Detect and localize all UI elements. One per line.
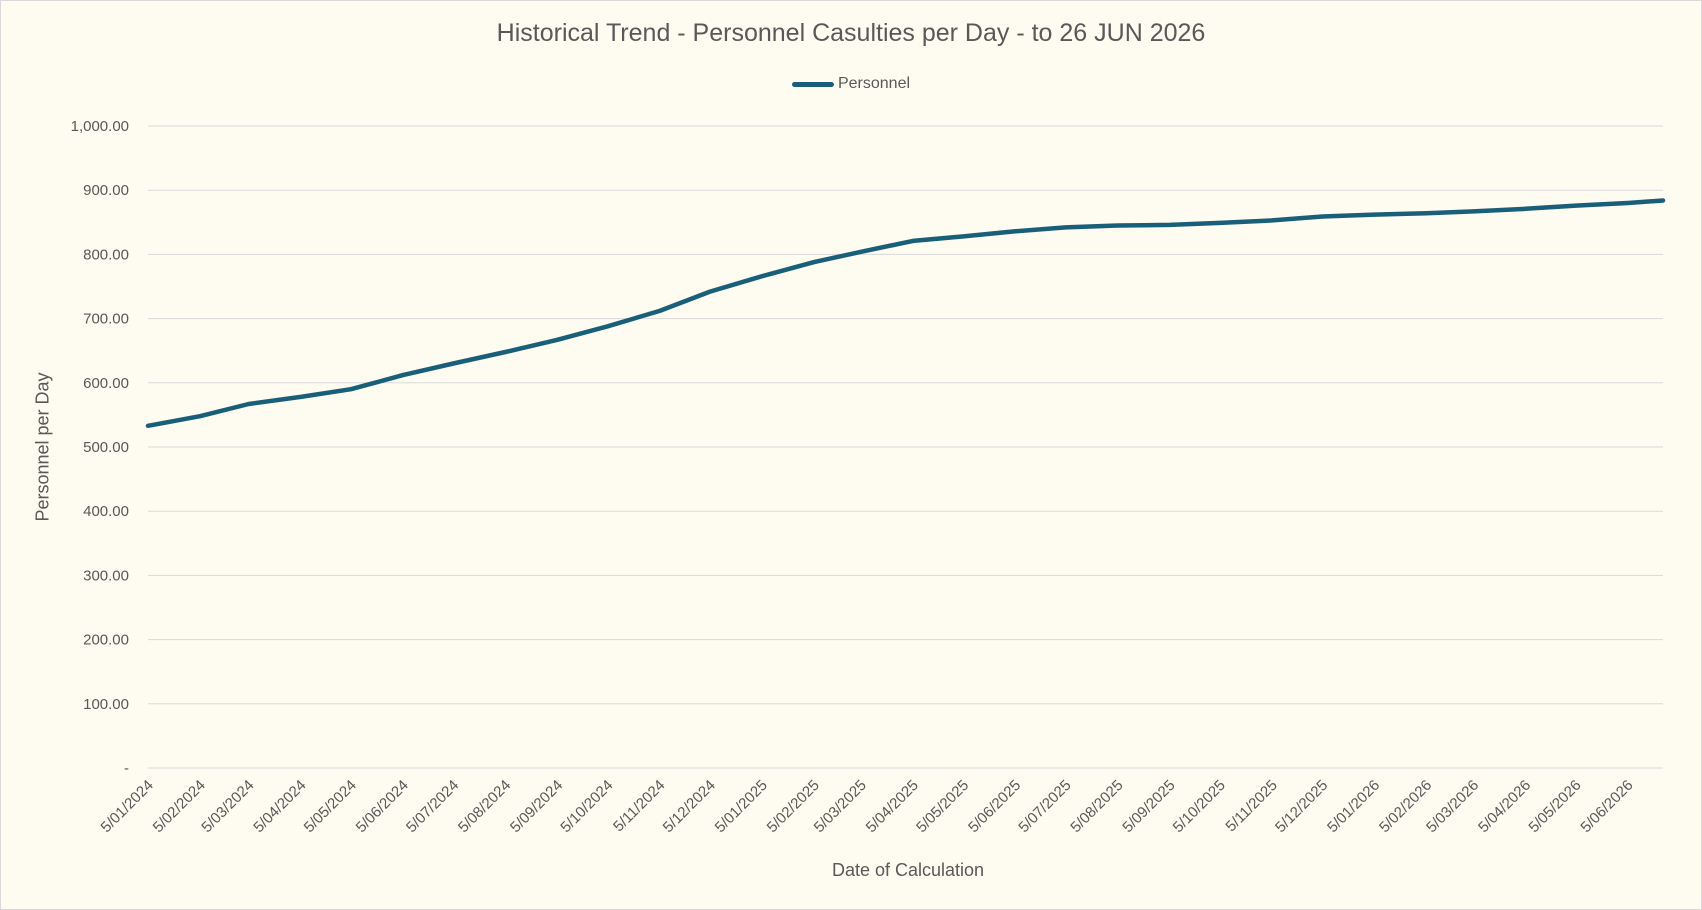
x-tick-label: 5/03/2024: [198, 777, 257, 836]
x-tick-label: 5/05/2024: [301, 777, 360, 836]
x-tick-label: 5/04/2026: [1475, 777, 1534, 836]
x-tick-label: 5/10/2025: [1170, 777, 1229, 836]
x-tick-label: 5/05/2026: [1525, 777, 1584, 836]
y-tick-label: 300.00: [83, 567, 129, 584]
x-tick-label: 5/05/2025: [913, 777, 972, 836]
y-tick-label: 400.00: [83, 503, 129, 520]
x-tick-label: 5/01/2026: [1324, 777, 1383, 836]
chart-title: Historical Trend - Personnel Casulties p…: [496, 19, 1206, 47]
x-tick-label: 5/12/2025: [1272, 777, 1331, 836]
y-tick-label: 1,000.00: [71, 118, 129, 135]
x-tick-label: 5/09/2025: [1119, 777, 1178, 836]
x-tick-label: 5/08/2024: [455, 777, 514, 836]
x-tick-label: 5/11/2025: [1222, 777, 1280, 835]
y-tick-label: 600.00: [83, 375, 129, 392]
x-tick-label: 5/04/2025: [863, 777, 922, 836]
y-tick-label: -: [124, 760, 129, 777]
y-tick-label: 700.00: [83, 311, 129, 328]
x-tick-label: 5/10/2024: [557, 777, 616, 836]
x-tick-label: 5/02/2024: [150, 777, 209, 836]
legend-swatch-personnel: [791, 81, 834, 87]
x-tick-label: 5/06/2026: [1577, 777, 1636, 836]
x-tick-label: 5/09/2024: [507, 777, 566, 836]
x-tick-label: 5/06/2024: [353, 777, 412, 836]
legend: Personnel: [1, 75, 1701, 93]
x-axis-title: Date of Calculation: [831, 860, 985, 880]
y-tick-label: 500.00: [83, 439, 129, 456]
x-tick-label: 5/06/2025: [965, 777, 1024, 836]
x-tick-label: 5/12/2024: [660, 777, 719, 836]
y-tick-label: 800.00: [83, 246, 129, 263]
x-tick-label: 5/11/2024: [610, 777, 668, 835]
y-tick-label: 200.00: [83, 632, 129, 649]
x-tick-label: 5/01/2025: [712, 777, 771, 836]
legend-label-personnel: Personnel: [837, 75, 911, 92]
x-tick-label: 5/07/2024: [403, 777, 462, 836]
series-line-personnel: [145, 198, 1666, 429]
x-tick-label: 5/08/2025: [1067, 777, 1126, 836]
x-tick-label: 5/01/2024: [98, 777, 157, 836]
y-tick-label: 900.00: [83, 182, 129, 199]
x-tick-label: 5/07/2025: [1015, 777, 1074, 836]
x-tick-label: 5/04/2024: [250, 777, 309, 836]
y-tick-label: 100.00: [83, 696, 129, 713]
